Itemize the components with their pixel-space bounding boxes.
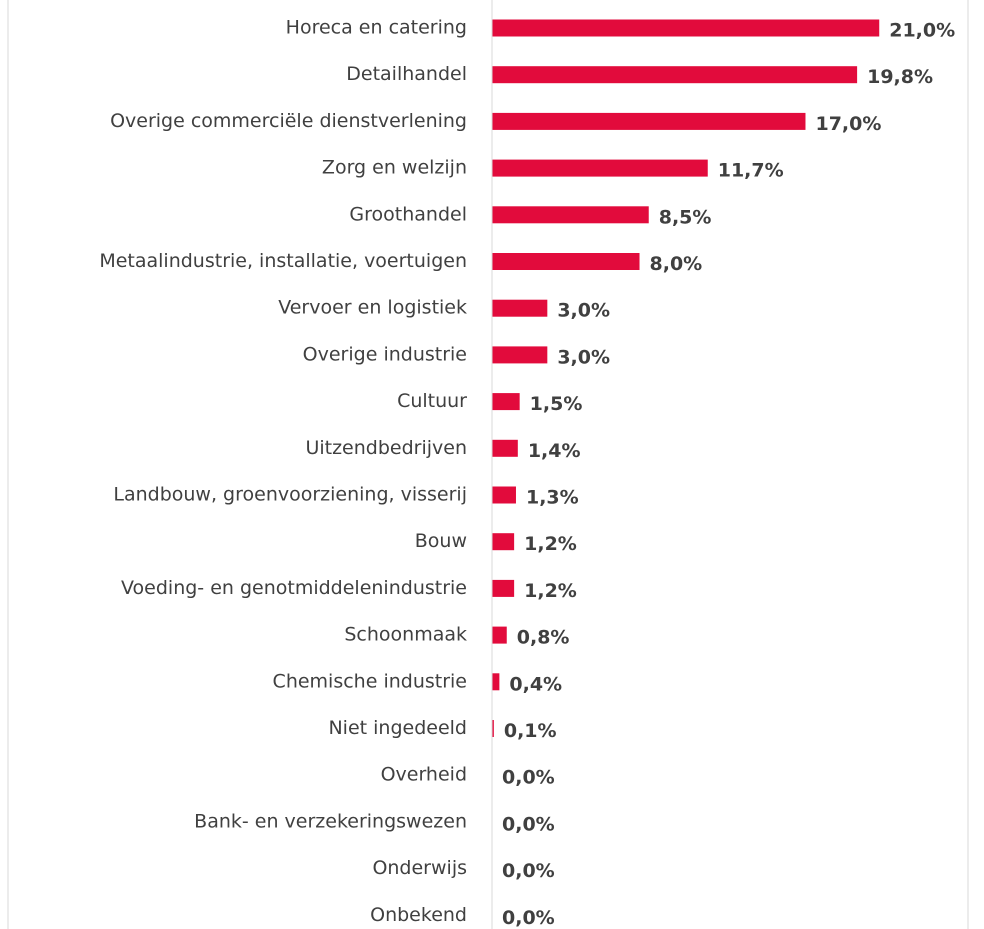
y-tick-label: Bank- en verzekeringswezen: [194, 810, 467, 832]
data-label: 8,5%: [659, 206, 712, 228]
bar: [492, 673, 500, 691]
bar: [492, 159, 708, 177]
y-tick-label: Detailhandel: [346, 63, 467, 85]
y-tick-label: Vervoer en logistiek: [278, 297, 467, 319]
bar: [492, 439, 518, 457]
y-tick-label: Groothandel: [349, 203, 467, 225]
data-label: 19,8%: [867, 66, 933, 88]
bar: [492, 19, 880, 37]
data-label: 1,2%: [524, 580, 577, 602]
data-label: 3,0%: [557, 300, 610, 322]
data-label: 11,7%: [718, 160, 784, 182]
y-tick-label: Landbouw, groenvoorziening, visserij: [113, 484, 467, 506]
data-label: 0,0%: [502, 907, 555, 929]
bar: [492, 486, 516, 504]
bar: [492, 626, 507, 644]
data-label: 0,0%: [502, 813, 555, 835]
y-tick-label: Horeca en catering: [286, 17, 467, 39]
bar: [492, 112, 806, 130]
bar: [492, 720, 494, 737]
data-label: 1,4%: [528, 440, 581, 462]
y-tick-label: Zorg en welzijn: [322, 157, 467, 179]
data-label: 8,0%: [650, 253, 703, 275]
data-label: 0,0%: [502, 767, 555, 789]
data-label: 21,0%: [889, 20, 955, 42]
data-label: 1,2%: [524, 533, 577, 555]
bar: [492, 206, 649, 224]
y-tick-label: Overige commerciële dienstverlening: [110, 110, 467, 132]
y-tick-label: Chemische industrie: [273, 670, 467, 692]
y-tick-label: Overige industrie: [303, 343, 467, 365]
y-tick-label: Overheid: [381, 764, 467, 786]
y-tick-label: Voeding- en genotmiddelenindustrie: [121, 577, 467, 599]
bar: [492, 253, 640, 270]
bar: [492, 66, 858, 84]
y-tick-label: Niet ingedeeld: [328, 717, 467, 739]
y-tick-label: Cultuur: [397, 390, 467, 412]
data-label: 3,0%: [557, 346, 610, 368]
bar: [492, 299, 548, 317]
y-tick-label: Onbekend: [370, 904, 467, 926]
bar: [492, 346, 548, 364]
y-tick-label: Metaalindustrie, installatie, voertuigen: [99, 250, 467, 272]
bar: [492, 579, 515, 597]
bar: [492, 393, 520, 411]
y-tick-label: Schoonmaak: [344, 624, 467, 646]
data-label: 0,8%: [517, 627, 570, 649]
data-label: 0,1%: [504, 720, 557, 742]
y-tick-label: Uitzendbedrijven: [305, 437, 467, 459]
data-label: 17,0%: [815, 113, 881, 135]
data-label: 1,3%: [526, 487, 579, 509]
data-label: 1,5%: [530, 393, 583, 415]
data-label: 0,0%: [502, 860, 555, 882]
data-label: 0,4%: [509, 673, 562, 695]
y-tick-label: Bouw: [415, 530, 467, 552]
bar: [492, 533, 515, 551]
y-tick-label: Onderwijs: [372, 857, 467, 879]
